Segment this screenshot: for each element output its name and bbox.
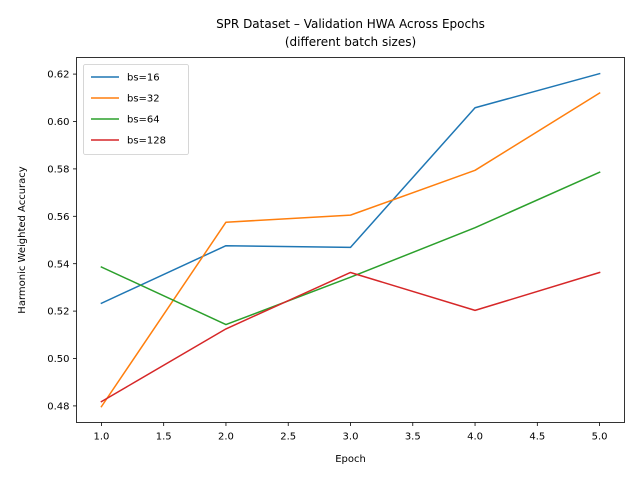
y-tick-label: 0.56 [47,212,69,223]
chart-title: SPR Dataset – Validation HWA Across Epoc… [216,17,485,31]
x-tick-label: 1.0 [93,432,109,443]
chart-subtitle: (different batch sizes) [285,35,416,49]
y-axis-label: Harmonic Weighted Accuracy [17,166,28,313]
x-tick-label: 2.0 [218,432,234,443]
y-tick-label: 0.58 [47,164,69,175]
x-tick-label: 4.0 [467,432,483,443]
x-axis-label: Epoch [335,454,366,465]
x-tick-label: 5.0 [592,432,608,443]
y-tick-label: 0.52 [47,307,69,318]
x-tick-label: 1.5 [156,432,172,443]
y-tick-label: 0.48 [47,402,69,413]
legend-label: bs=128 [127,136,166,147]
x-axis: 1.0 1.5 2.0 2.5 3.0 3.5 4.0 4.5 5.0 [93,422,608,443]
y-tick-label: 0.62 [47,70,69,81]
y-tick-label: 0.60 [47,117,69,128]
y-axis: 0.48 0.50 0.52 0.54 0.56 0.58 0.60 0.62 [47,70,77,413]
plot-area [100,72,601,408]
legend-label: bs=64 [127,115,160,126]
y-tick-label: 0.54 [47,259,69,270]
x-tick-label: 2.5 [280,432,296,443]
legend-label: bs=32 [127,94,160,105]
series-line-bs-64 [100,171,601,326]
legend-label: bs=16 [127,73,160,84]
legend: bs=16 bs=32 bs=64 bs=128 [83,64,189,155]
series-line-bs-128 [100,271,601,403]
x-tick-label: 3.0 [343,432,359,443]
y-tick-label: 0.50 [47,354,69,365]
x-tick-label: 3.5 [405,432,421,443]
legend-box [83,64,189,155]
x-tick-label: 4.5 [529,432,545,443]
series-line-bs-16 [100,72,601,305]
series-line-bs-32 [100,92,601,408]
